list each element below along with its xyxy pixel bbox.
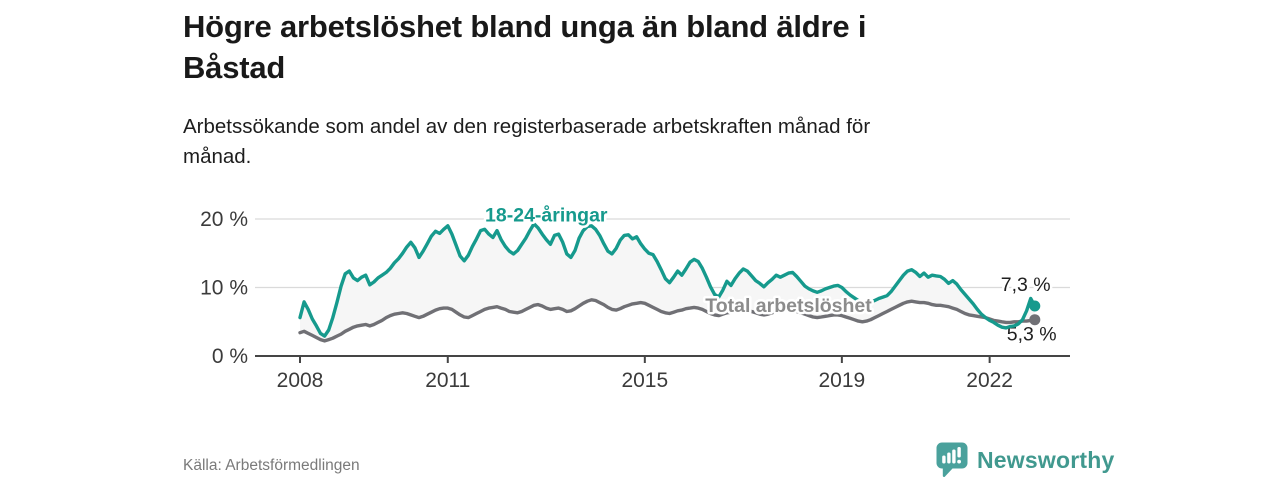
y-tick-label-20-percent: 20 % — [200, 208, 248, 231]
series-line-youth-18-24 — [298, 222, 1037, 338]
chart-subtitle-line-2: månad. — [183, 145, 252, 168]
page-title: Högre arbetslöshet bland unga än bland ä… — [183, 6, 1133, 88]
newsworthy-brand: Newsworthy — [936, 442, 1114, 478]
x-tick-label-2008: 2008 — [277, 369, 324, 392]
logo-exclamation-dot — [957, 459, 961, 464]
x-tick-label-2015: 2015 — [621, 369, 668, 392]
logo-bar-large — [952, 449, 956, 464]
chart-subtitle: Arbetssökande som andel av den registerb… — [183, 112, 1063, 172]
brand-name: Newsworthy — [977, 446, 1115, 473]
page-title-line-1: Högre arbetslöshet bland unga än bland ä… — [183, 9, 867, 44]
logo-exclamation-bar — [957, 447, 961, 458]
x-tick-label-2019: 2019 — [819, 369, 866, 392]
series-line-total — [298, 298, 1037, 343]
series-end-dot-youth-18-24 — [1029, 300, 1041, 312]
newsworthy-logo-icon — [936, 442, 968, 478]
chart-subtitle-line-1: Arbetssökande som andel av den registerb… — [183, 115, 871, 138]
series-end-dot-total — [1029, 314, 1041, 326]
series-label-youth-18-24: 18-24-åringar — [485, 204, 608, 227]
series-label-total: Total arbetslöshet — [705, 295, 872, 317]
y-tick-label-0-percent: 0 % — [212, 345, 248, 368]
source-note: Källa: Arbetsförmedlingen — [183, 457, 360, 474]
x-tick-label-2022: 2022 — [966, 369, 1013, 392]
page-title-line-2: Båstad — [183, 50, 286, 85]
end-value-label-youth-18-24: 7,3 % — [1001, 274, 1051, 296]
logo-bar-medium — [947, 452, 951, 464]
logo-speech-bubble — [936, 442, 968, 478]
x-tick-label-2011: 2011 — [425, 369, 470, 392]
logo-bar-small — [942, 455, 946, 464]
y-tick-label-10-percent: 10 % — [200, 277, 248, 300]
